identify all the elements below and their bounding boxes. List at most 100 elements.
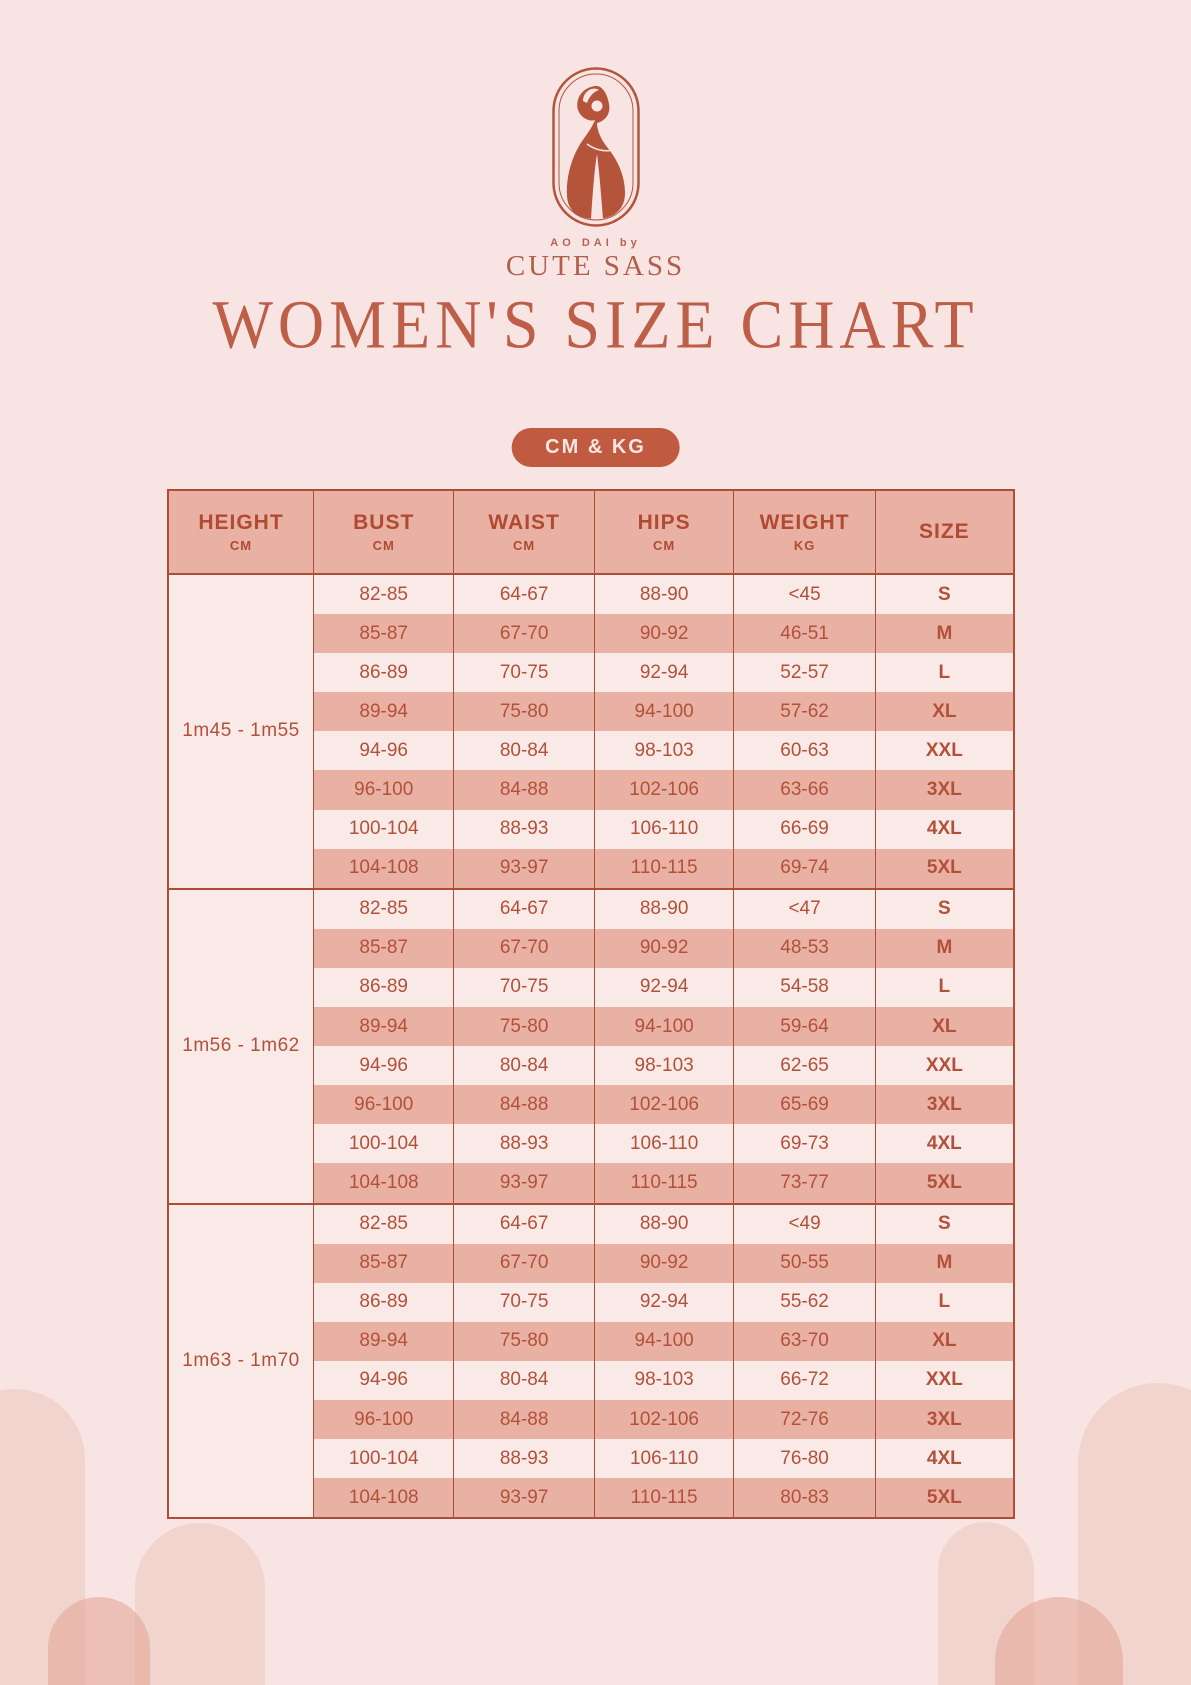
weight-cell: 65-69 xyxy=(733,1085,876,1125)
hips-cell: 110-115 xyxy=(593,848,735,889)
size-row: 96-100 84-88 102-106 63-66 3XL xyxy=(168,770,1015,810)
hips-cell: 92-94 xyxy=(593,653,735,693)
brand-name: CUTE SASS xyxy=(505,250,686,282)
bust-cell: 104-108 xyxy=(312,1163,455,1204)
hips-cell: 88-90 xyxy=(593,887,735,929)
brand-logo xyxy=(0,66,1191,233)
weight-cell: 54-58 xyxy=(733,967,876,1008)
size-row: 94-96 80-84 98-103 60-63 XXL xyxy=(168,731,1015,771)
bust-cell: 85-87 xyxy=(312,928,455,968)
hips-cell: 110-115 xyxy=(593,1478,735,1519)
waist-cell: 84-88 xyxy=(453,1399,595,1440)
size-row: 85-87 67-70 90-92 48-53 M xyxy=(168,928,1015,968)
size-cell: XL xyxy=(874,692,1015,732)
size-row: 96-100 84-88 102-106 72-76 3XL xyxy=(168,1399,1015,1440)
bust-cell: 96-100 xyxy=(312,1399,455,1440)
size-cell: XXL xyxy=(874,1046,1015,1086)
bust-cell: 94-96 xyxy=(312,731,455,771)
weight-cell: 69-73 xyxy=(733,1124,876,1164)
hips-cell: 92-94 xyxy=(593,967,735,1008)
size-row: 89-94 75-80 94-100 57-62 XL xyxy=(168,692,1015,732)
weight-cell: <49 xyxy=(733,1202,876,1244)
weight-cell: 46-51 xyxy=(733,614,876,654)
bust-cell: 86-89 xyxy=(312,1282,455,1322)
size-row: 86-89 70-75 92-94 55-62 L xyxy=(168,1282,1015,1322)
hips-cell: 106-110 xyxy=(593,809,735,849)
weight-cell: 73-77 xyxy=(733,1163,876,1204)
waist-cell: 93-97 xyxy=(453,1478,595,1519)
hips-cell: 88-90 xyxy=(593,572,735,615)
size-cell: XXL xyxy=(874,1360,1015,1400)
height-group-cell: 1m63 - 1m70 xyxy=(167,1202,314,1519)
size-cell: S xyxy=(874,1202,1015,1244)
size-row: 96-100 84-88 102-106 65-69 3XL xyxy=(168,1085,1015,1125)
column-unit: CM xyxy=(372,538,395,553)
woman-in-ao-dai-icon xyxy=(551,67,640,227)
size-table: HEIGHT CM BUST CM WAIST CM HIPS CM WEIGHT KG SIZE 1… xyxy=(167,489,1015,1520)
size-row: 86-89 70-75 92-94 52-57 L xyxy=(168,653,1015,693)
waist-cell: 88-93 xyxy=(453,1439,595,1479)
weight-cell: 80-83 xyxy=(733,1478,876,1519)
size-row: 85-87 67-70 90-92 50-55 M xyxy=(168,1243,1015,1283)
bust-cell: 94-96 xyxy=(312,1046,455,1086)
hips-cell: 88-90 xyxy=(593,1202,735,1244)
units-badge: CM & KG xyxy=(511,428,680,467)
hips-cell: 90-92 xyxy=(593,1243,735,1283)
hips-cell: 94-100 xyxy=(593,692,735,732)
waist-cell: 67-70 xyxy=(453,928,595,968)
bust-cell: 89-94 xyxy=(312,1007,455,1047)
weight-cell: 69-74 xyxy=(733,848,876,889)
waist-cell: 70-75 xyxy=(453,967,595,1008)
weight-cell: 59-64 xyxy=(733,1007,876,1047)
waist-cell: 80-84 xyxy=(453,731,595,771)
weight-cell: 72-76 xyxy=(733,1399,876,1440)
column-unit: CM xyxy=(653,538,676,553)
weight-cell: 60-63 xyxy=(733,731,876,771)
waist-cell: 88-93 xyxy=(453,1124,595,1164)
waist-cell: 93-97 xyxy=(453,848,595,889)
size-row: 85-87 67-70 90-92 46-51 M xyxy=(168,614,1015,654)
weight-cell: 57-62 xyxy=(733,692,876,732)
hips-cell: 102-106 xyxy=(593,1085,735,1125)
size-row: 94-96 80-84 98-103 66-72 XXL xyxy=(168,1360,1015,1400)
waist-cell: 67-70 xyxy=(453,614,595,654)
bust-cell: 85-87 xyxy=(312,614,455,654)
size-row: 100-104 88-93 106-110 69-73 4XL xyxy=(168,1124,1015,1164)
waist-cell: 64-67 xyxy=(453,572,595,615)
weight-cell: <47 xyxy=(733,887,876,929)
weight-cell: <45 xyxy=(733,572,876,615)
size-cell: XL xyxy=(874,1321,1015,1361)
weight-cell: 48-53 xyxy=(733,928,876,968)
waist-cell: 75-80 xyxy=(453,692,595,732)
size-row: 100-104 88-93 106-110 66-69 4XL xyxy=(168,809,1015,849)
hips-cell: 98-103 xyxy=(593,731,735,771)
size-cell: S xyxy=(874,887,1015,929)
size-cell: M xyxy=(874,928,1015,968)
hips-cell: 106-110 xyxy=(593,1439,735,1479)
size-cell: M xyxy=(874,1243,1015,1283)
size-row: 104-108 93-97 110-115 80-83 5XL xyxy=(168,1478,1015,1519)
bust-cell: 104-108 xyxy=(312,1478,455,1519)
hips-cell: 106-110 xyxy=(593,1124,735,1164)
hips-cell: 102-106 xyxy=(593,770,735,810)
bust-cell: 89-94 xyxy=(312,692,455,732)
hips-cell: 90-92 xyxy=(593,928,735,968)
column-header-height: HEIGHT CM xyxy=(167,490,314,575)
size-row: 100-104 88-93 106-110 76-80 4XL xyxy=(168,1439,1015,1479)
weight-cell: 52-57 xyxy=(733,653,876,693)
bust-cell: 104-108 xyxy=(312,848,455,889)
hips-cell: 94-100 xyxy=(593,1321,735,1361)
bust-cell: 100-104 xyxy=(312,1124,455,1164)
hips-cell: 102-106 xyxy=(593,1399,735,1440)
bust-cell: 89-94 xyxy=(312,1321,455,1361)
size-cell: M xyxy=(874,614,1015,654)
column-header-size: SIZE xyxy=(874,490,1015,575)
waist-cell: 70-75 xyxy=(453,653,595,693)
size-cell: 5XL xyxy=(874,1163,1015,1204)
waist-cell: 84-88 xyxy=(453,770,595,810)
size-cell: L xyxy=(874,653,1015,693)
brand-tagline: AO DAI by xyxy=(550,237,641,249)
size-row: 1m45 - 1m55 82-85 64-67 88-90 <45 S xyxy=(167,572,1015,889)
waist-cell: 93-97 xyxy=(453,1163,595,1204)
size-row: 89-94 75-80 94-100 63-70 XL xyxy=(168,1321,1015,1361)
